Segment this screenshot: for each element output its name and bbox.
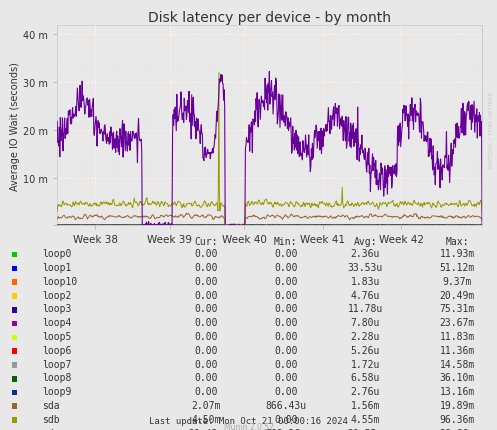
Text: 0.00: 0.00 <box>274 345 298 355</box>
Text: sdb: sdb <box>42 414 60 424</box>
Text: 36.10m: 36.10m <box>440 372 475 383</box>
Text: loop0: loop0 <box>42 249 72 259</box>
Text: 4.76u: 4.76u <box>350 290 380 300</box>
Text: sdc: sdc <box>42 427 60 430</box>
Text: 0.00: 0.00 <box>194 290 218 300</box>
Text: 0.00: 0.00 <box>274 304 298 314</box>
Text: 0.00: 0.00 <box>194 345 218 355</box>
Text: 75.31m: 75.31m <box>440 304 475 314</box>
Text: 0.00: 0.00 <box>274 249 298 259</box>
Text: RDTOOL / TOBI OETIKER: RDTOOL / TOBI OETIKER <box>489 91 494 167</box>
Text: loop2: loop2 <box>42 290 72 300</box>
Text: Avg:: Avg: <box>353 237 377 246</box>
Text: 0.00: 0.00 <box>194 372 218 383</box>
Text: 0.00: 0.00 <box>194 262 218 273</box>
Text: 0.00: 0.00 <box>194 276 218 286</box>
Text: 19.89m: 19.89m <box>440 400 475 410</box>
Text: Min:: Min: <box>274 237 298 246</box>
Text: 9.37m: 9.37m <box>442 276 472 286</box>
Text: 23.67m: 23.67m <box>440 317 475 328</box>
Text: 11.83m: 11.83m <box>440 331 475 341</box>
Text: 2.76u: 2.76u <box>350 386 380 396</box>
Text: 20.49m: 20.49m <box>440 290 475 300</box>
Text: 0.00: 0.00 <box>194 359 218 369</box>
Text: 1.56m: 1.56m <box>350 400 380 410</box>
Text: 0.00: 0.00 <box>194 249 218 259</box>
Text: 769.26u: 769.26u <box>265 427 306 430</box>
Text: loop7: loop7 <box>42 359 72 369</box>
Text: Cur:: Cur: <box>194 237 218 246</box>
Text: 0.00: 0.00 <box>194 304 218 314</box>
Text: loop1: loop1 <box>42 262 72 273</box>
Text: 1.72u: 1.72u <box>350 359 380 369</box>
Text: 6.58u: 6.58u <box>350 372 380 383</box>
Text: 0.00: 0.00 <box>194 331 218 341</box>
Text: 2.07m: 2.07m <box>191 400 221 410</box>
Text: loop5: loop5 <box>42 331 72 341</box>
Text: 0.00: 0.00 <box>274 414 298 424</box>
Text: sda: sda <box>42 400 60 410</box>
Text: loop3: loop3 <box>42 304 72 314</box>
Text: Last update: Mon Oct 21 00:00:16 2024: Last update: Mon Oct 21 00:00:16 2024 <box>149 416 348 425</box>
Text: 1.83u: 1.83u <box>350 276 380 286</box>
Text: 0.00: 0.00 <box>274 290 298 300</box>
Text: 14.58m: 14.58m <box>440 359 475 369</box>
Text: 0.00: 0.00 <box>194 386 218 396</box>
Text: loop4: loop4 <box>42 317 72 328</box>
Text: loop9: loop9 <box>42 386 72 396</box>
Text: 0.00: 0.00 <box>274 331 298 341</box>
Text: 866.43u: 866.43u <box>265 400 306 410</box>
Text: loop8: loop8 <box>42 372 72 383</box>
Text: 4.55m: 4.55m <box>350 414 380 424</box>
Text: 20.55m: 20.55m <box>348 427 383 430</box>
Text: 4.50m: 4.50m <box>191 414 221 424</box>
Text: 96.36m: 96.36m <box>440 414 475 424</box>
Text: 0.00: 0.00 <box>274 372 298 383</box>
Text: 0.00: 0.00 <box>274 276 298 286</box>
Text: 7.80u: 7.80u <box>350 317 380 328</box>
Text: 0.00: 0.00 <box>274 386 298 396</box>
Text: 11.36m: 11.36m <box>440 345 475 355</box>
Text: 51.12m: 51.12m <box>440 262 475 273</box>
Text: 20.43m: 20.43m <box>189 427 224 430</box>
Text: 5.26u: 5.26u <box>350 345 380 355</box>
Text: 33.53u: 33.53u <box>348 262 383 273</box>
Text: 2.28u: 2.28u <box>350 331 380 341</box>
Text: loop6: loop6 <box>42 345 72 355</box>
Text: 0.00: 0.00 <box>274 317 298 328</box>
Text: loop10: loop10 <box>42 276 78 286</box>
Text: 36.66m: 36.66m <box>440 427 475 430</box>
Text: 11.78u: 11.78u <box>348 304 383 314</box>
Y-axis label: Average IO Wait (seconds): Average IO Wait (seconds) <box>10 61 20 190</box>
Text: 2.36u: 2.36u <box>350 249 380 259</box>
Text: 0.00: 0.00 <box>274 359 298 369</box>
Text: 0.00: 0.00 <box>194 317 218 328</box>
Text: Max:: Max: <box>445 237 469 246</box>
Title: Disk latency per device - by month: Disk latency per device - by month <box>148 11 391 25</box>
Text: Munin 2.0.57: Munin 2.0.57 <box>224 423 273 430</box>
Text: 11.93m: 11.93m <box>440 249 475 259</box>
Text: 0.00: 0.00 <box>274 262 298 273</box>
Text: 13.16m: 13.16m <box>440 386 475 396</box>
